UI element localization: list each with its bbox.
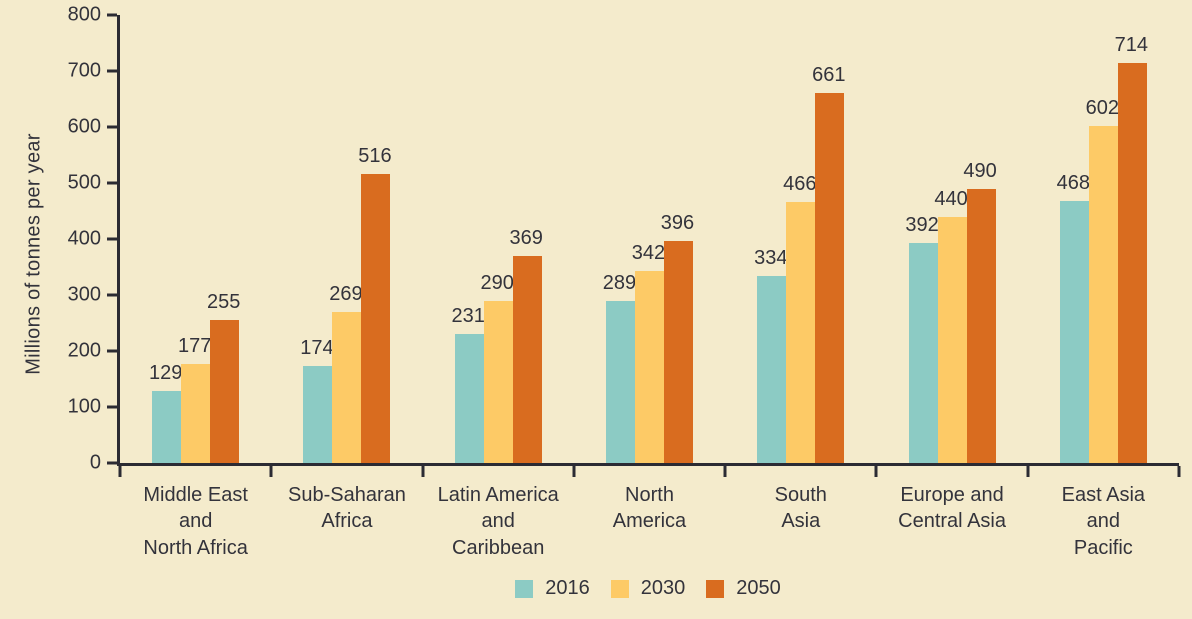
bar-2050: 255 (207, 291, 240, 463)
bar-2030: 342 (632, 242, 665, 463)
bar-2030: 602 (1086, 97, 1119, 463)
bar-2050: 516 (358, 145, 392, 463)
bar-value-label: 255 (206, 291, 241, 314)
x-tick-mark (572, 466, 576, 477)
bar-value-label: 334 (754, 246, 788, 269)
y-tick-label: 400 (67, 227, 101, 250)
bar-2016: 334 (754, 247, 787, 463)
x-tick-mark (421, 466, 425, 477)
bar-value-label: 516 (358, 145, 392, 168)
bar-2030: 177 (178, 335, 211, 463)
y-tick-label: 500 (67, 171, 101, 194)
bar-value-label: 289 (602, 272, 637, 295)
y-tick-mark (107, 405, 117, 409)
bar-value-label: 231 (451, 304, 485, 327)
bar-value-label: 466 (783, 173, 817, 196)
bar-value-label: 602 (1085, 96, 1120, 119)
bar-2050: 661 (812, 64, 845, 463)
y-tick-label: 800 (67, 3, 101, 26)
bar-value-label: 396 (660, 212, 695, 235)
y-tick-mark (107, 461, 117, 465)
bar-value-label: 342 (631, 242, 666, 265)
y-axis-title: Millions of tonnes per year (22, 133, 45, 375)
bar-2016: 289 (603, 272, 636, 463)
bar-group: 334 466 661 (725, 15, 876, 463)
bar-2016: 231 (452, 305, 485, 463)
bar-group: 174 269 516 (271, 15, 422, 463)
y-tick-label: 600 (67, 115, 101, 138)
bar-2016: 129 (149, 362, 182, 463)
x-tick-mark (1026, 466, 1030, 477)
y-tick-label: 0 (89, 451, 101, 474)
legend-item-2030: 2030 (610, 577, 686, 600)
bar-value-label: 129 (148, 361, 183, 384)
bar-2030: 269 (329, 283, 363, 463)
category-label: Sub-Saharan Africa (287, 484, 406, 533)
legend-item-2050: 2050 (706, 577, 781, 600)
bar-group: 289 342 396 (574, 15, 725, 463)
y-tick-label: 100 (67, 395, 101, 418)
y-tick-label: 200 (67, 339, 101, 362)
bar-2016: 174 (300, 337, 334, 463)
x-tick-mark (874, 466, 878, 477)
category-label: Middle East and North Africa (143, 484, 248, 559)
bar-group: 468 602 714 (1028, 15, 1179, 463)
bar-group: 129 177 255 (120, 15, 271, 463)
legend-label-2030: 2030 (640, 577, 686, 599)
category-label: East Asia and Pacific (1061, 484, 1146, 559)
y-tick-label: 700 (67, 59, 101, 82)
y-tick-mark (107, 125, 117, 129)
legend-label-2016: 2016 (545, 577, 590, 599)
y-tick-mark (107, 13, 117, 17)
bar-2050: 396 (661, 212, 694, 463)
category-label: Europe and Central Asia (898, 484, 1006, 533)
bar-value-label: 714 (1114, 34, 1149, 57)
bar-value-label: 290 (480, 271, 514, 294)
plot-area: 0 100 200 300 400 500 600 700 800 129 177 255 Middle… (68, 4, 1181, 559)
legend: 2016 2030 2050 (117, 577, 1179, 600)
y-tick-mark (107, 349, 117, 353)
category-label: South Asia (774, 484, 827, 533)
bar-value-label: 490 (963, 159, 997, 182)
bar-2016: 392 (905, 214, 939, 463)
bar-value-label: 369 (509, 227, 543, 250)
y-tick-mark (107, 181, 117, 185)
legend-swatch-2050 (706, 579, 725, 598)
bar-group: 392 440 490 (876, 15, 1027, 463)
bar-value-label: 269 (329, 283, 363, 306)
bar-2030: 466 (783, 173, 816, 463)
legend-swatch-2016 (515, 579, 534, 598)
bar-2050: 369 (510, 227, 543, 463)
y-tick-label: 300 (67, 283, 101, 306)
bar-value-label: 174 (300, 336, 334, 359)
bar-2050: 714 (1115, 34, 1148, 463)
bar-2050: 490 (963, 160, 997, 463)
category-label: North America (612, 484, 687, 533)
bar-value-label: 177 (177, 334, 212, 357)
bar-value-label: 440 (934, 187, 968, 210)
legend-label-2050: 2050 (736, 577, 781, 599)
y-tick-mark (107, 237, 117, 241)
bar-2030: 440 (934, 188, 968, 463)
legend-swatch-2030 (610, 579, 629, 598)
x-tick-mark (1177, 466, 1181, 477)
bar-value-label: 468 (1056, 171, 1091, 194)
x-tick-mark (269, 466, 273, 477)
x-tick-mark (118, 466, 122, 477)
y-tick-mark (107, 293, 117, 297)
bar-value-label: 392 (905, 214, 939, 237)
bar-value-label: 661 (812, 63, 846, 86)
legend-item-2016: 2016 (515, 577, 590, 600)
bar-2016: 468 (1057, 172, 1090, 463)
bar-2030: 290 (481, 272, 514, 463)
y-tick-mark (107, 69, 117, 73)
category-label: Latin America and Caribbean (437, 484, 559, 559)
x-tick-mark (723, 466, 727, 477)
bar-group: 231 290 369 (423, 15, 574, 463)
